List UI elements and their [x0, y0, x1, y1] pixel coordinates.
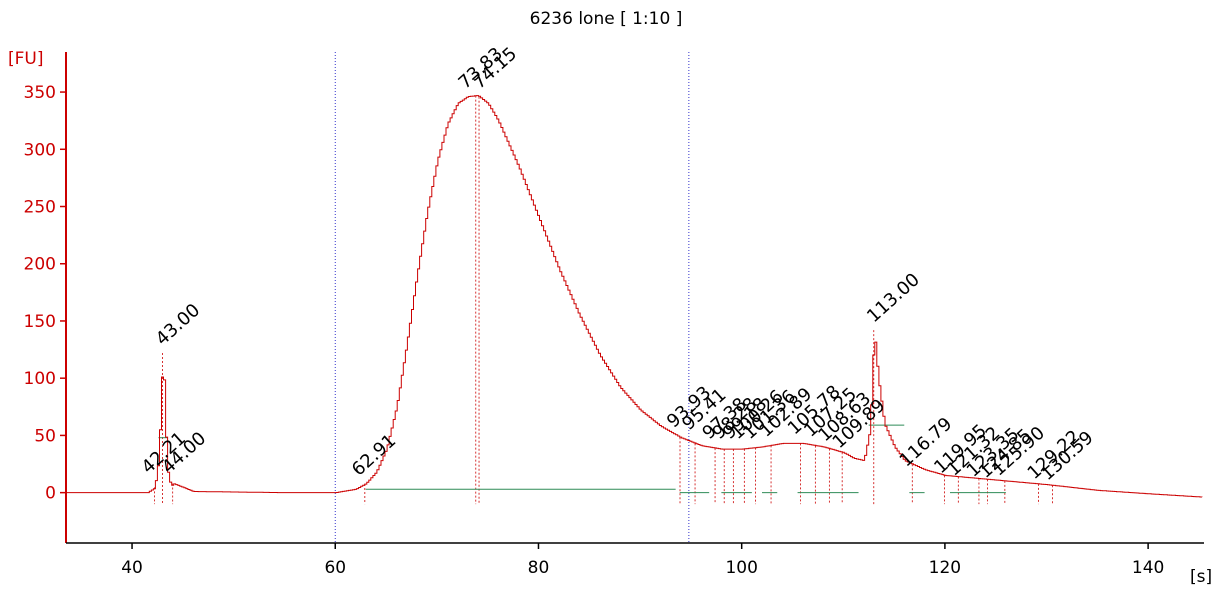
y-tick-label: 150: [24, 312, 56, 332]
peak-lines: [154, 95, 1053, 505]
x-tick-label: 120: [929, 558, 961, 578]
y-tick-label: 350: [24, 83, 56, 103]
region-markers: [334, 52, 690, 543]
y-tick-label: 100: [24, 369, 56, 389]
baseline-segments: [158, 424, 1006, 494]
x-tick-label: 60: [324, 558, 346, 578]
y-tick-label: 250: [24, 198, 56, 218]
x-tick-label: 140: [1132, 558, 1164, 578]
x-tick-label: 100: [725, 558, 757, 578]
y-tick-label: 0: [45, 484, 56, 504]
axes: 0 50 100 150 200 250 300 350 40 60 80 100 120 140: [24, 52, 1204, 578]
chart-title: 6236 lone [ 1:10 ]: [530, 9, 683, 29]
y-tick-label: 200: [24, 255, 56, 275]
x-tick-label: 40: [121, 558, 143, 578]
y-tick-label: 300: [24, 140, 56, 160]
peak-label: 62.91: [348, 430, 400, 480]
peak-label: 113.00: [863, 269, 924, 327]
peak-label: 43.00: [152, 300, 204, 350]
x-axis-label: [s]: [1190, 567, 1212, 587]
signal-trace: [66, 95, 1203, 498]
x-tick-label: 80: [528, 558, 550, 578]
trace-layer: [66, 95, 1203, 498]
y-tick-label: 50: [34, 426, 56, 446]
y-axis-label: [FU]: [8, 49, 44, 69]
